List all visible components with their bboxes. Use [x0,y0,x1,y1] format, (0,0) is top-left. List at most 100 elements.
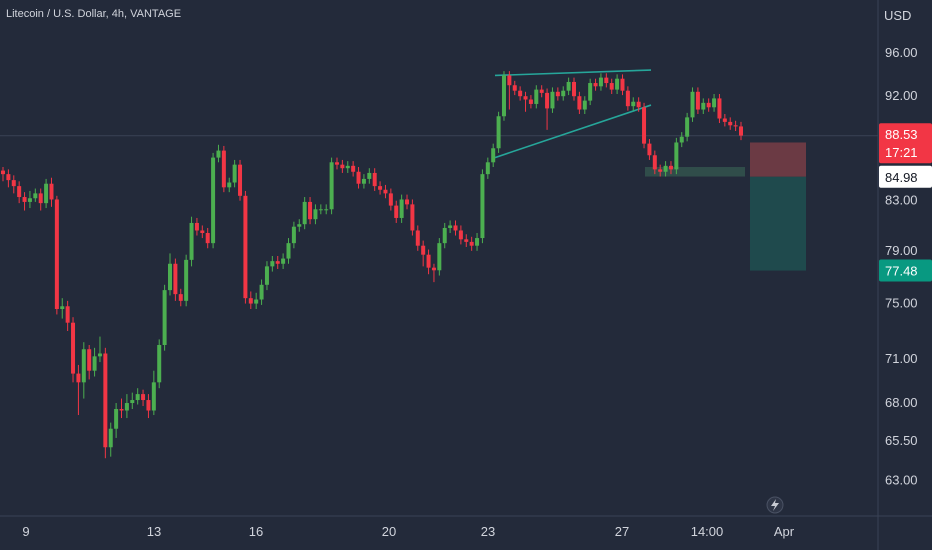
take-profit-zone [750,176,806,271]
candle [722,114,727,127]
candle-body [539,89,544,93]
candle [598,73,603,91]
candle [157,339,162,389]
candle-body [717,98,722,119]
candle-body [480,174,485,239]
candle-body [604,77,609,84]
candle [318,204,323,215]
y-tick-label: 79.00 [885,243,918,258]
candle-body [453,225,458,231]
candle-body [722,118,727,122]
candle [615,74,620,94]
candle-body [313,209,318,220]
candle-body [97,353,102,357]
candle-body [555,91,560,97]
candle-body [695,91,700,110]
stop-loss-zone [750,142,806,177]
candle [701,98,706,115]
candle-body [297,224,302,227]
candle [631,97,636,111]
candle-body [577,96,582,110]
candle [211,152,216,249]
candle [92,347,97,377]
candle [415,225,420,251]
candle [238,159,243,201]
current-price-line [0,135,878,137]
candle [81,342,86,399]
candle [11,175,16,194]
candle-body [103,353,108,448]
candle [221,145,226,193]
candle [394,200,399,223]
candle-body [588,83,593,101]
chart-title: Litecoin / U.S. Dollar, 4h, VANTAGE [6,8,181,20]
x-tick-label: 20 [382,524,396,539]
candle [297,219,302,232]
candle [668,161,673,175]
candle [356,167,361,189]
candle [604,73,609,88]
candle-body [593,83,598,87]
candle-body [485,162,490,175]
candle [539,85,544,98]
candle-body [712,98,717,108]
candle-body [308,201,313,220]
support-zone [645,167,745,177]
candle-body [507,75,512,86]
candle [685,112,690,142]
trendline-upper[interactable] [494,69,652,77]
candle-body [302,201,307,225]
candle [566,77,571,96]
candle [108,422,113,457]
candle [507,71,512,110]
candle [501,71,506,121]
candle [329,157,334,215]
trendline-lower[interactable] [494,104,652,159]
candle [345,161,350,173]
candle-body [728,121,733,126]
candle-body [410,204,415,231]
candle-body [658,169,663,172]
x-tick-label: Apr [774,524,795,539]
candle [22,192,27,211]
candle-body [378,186,383,190]
candle-body [151,382,156,411]
candle-body [248,298,253,304]
currency-label: USD [884,8,911,23]
candle [593,78,598,91]
candle [141,389,146,407]
candle-body [550,91,555,109]
candle [674,137,679,175]
candle-body [167,263,172,291]
x-tick-label: 13 [147,524,161,539]
candle-body [38,193,43,204]
candle-body [739,126,743,136]
candle [658,164,663,177]
candle-body [11,180,16,187]
candle-body [227,182,232,188]
candle-body [572,81,577,97]
candle-body [399,199,404,218]
candle-body [701,102,706,110]
candle [426,249,431,275]
x-tick-label: 16 [249,524,263,539]
candle [534,85,539,109]
candle-body [615,78,620,90]
candle [739,121,743,141]
candle [178,288,183,307]
candle-body [512,85,517,91]
candle-body [254,299,259,304]
y-tick-label: 92.00 [885,88,918,103]
lightning-icon[interactable] [766,496,784,514]
candle [275,255,280,269]
candle-body [194,222,199,231]
candle [340,159,345,173]
candle [60,298,65,319]
candle [642,102,647,149]
x-tick-label: 9 [22,524,29,539]
target-price-badge [879,259,932,282]
x-tick-label: 27 [615,524,629,539]
candle [620,74,625,96]
